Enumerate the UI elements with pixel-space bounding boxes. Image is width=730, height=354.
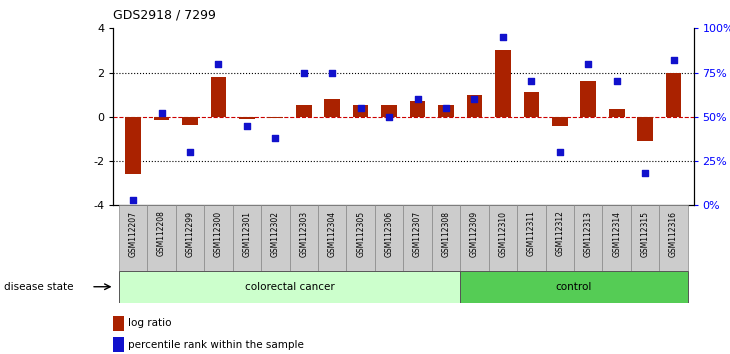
Text: GSM112308: GSM112308 xyxy=(442,211,450,257)
Point xyxy=(383,114,395,120)
Point xyxy=(440,105,452,111)
Bar xyxy=(659,205,688,271)
Bar xyxy=(204,205,233,271)
Text: GSM112307: GSM112307 xyxy=(413,211,422,257)
Text: GSM112315: GSM112315 xyxy=(641,211,650,257)
Bar xyxy=(296,105,312,117)
Text: GSM112301: GSM112301 xyxy=(242,211,251,257)
Point xyxy=(554,149,566,155)
Text: percentile rank within the sample: percentile rank within the sample xyxy=(128,339,304,350)
Bar xyxy=(290,205,318,271)
Bar xyxy=(318,205,347,271)
Text: GSM112305: GSM112305 xyxy=(356,211,365,257)
Bar xyxy=(552,117,568,126)
Text: GSM112300: GSM112300 xyxy=(214,211,223,257)
Bar xyxy=(375,205,403,271)
Text: GSM112302: GSM112302 xyxy=(271,211,280,257)
Bar xyxy=(466,95,483,117)
Point xyxy=(497,34,509,40)
Bar xyxy=(631,205,659,271)
Bar xyxy=(574,205,602,271)
Bar xyxy=(381,105,397,117)
Bar xyxy=(154,117,169,120)
Point xyxy=(668,57,680,63)
Point xyxy=(639,171,651,176)
Text: GSM112310: GSM112310 xyxy=(499,211,507,257)
Point xyxy=(269,135,281,141)
Text: GSM112299: GSM112299 xyxy=(185,211,194,257)
Bar xyxy=(119,205,147,271)
Point xyxy=(326,70,338,75)
Bar xyxy=(460,271,688,303)
Text: control: control xyxy=(556,282,592,292)
Text: colorectal cancer: colorectal cancer xyxy=(245,282,334,292)
Text: disease state: disease state xyxy=(4,282,73,292)
Text: GSM112303: GSM112303 xyxy=(299,211,308,257)
Bar xyxy=(438,105,454,117)
Bar xyxy=(488,205,517,271)
Text: GSM112208: GSM112208 xyxy=(157,211,166,256)
Bar xyxy=(233,205,261,271)
Bar xyxy=(460,205,488,271)
Bar xyxy=(353,105,369,117)
Point xyxy=(412,96,423,102)
Bar xyxy=(404,205,431,271)
Text: GSM112316: GSM112316 xyxy=(669,211,678,257)
Text: log ratio: log ratio xyxy=(128,318,172,329)
Point xyxy=(298,70,310,75)
Point xyxy=(469,96,480,102)
Text: GSM112306: GSM112306 xyxy=(385,211,393,257)
Bar xyxy=(580,81,596,117)
Text: GDS2918 / 7299: GDS2918 / 7299 xyxy=(113,9,216,22)
Bar xyxy=(495,51,511,117)
Bar xyxy=(113,337,124,352)
Bar xyxy=(147,205,176,271)
Bar xyxy=(119,271,460,303)
Text: GSM112304: GSM112304 xyxy=(328,211,337,257)
Bar xyxy=(523,92,539,117)
Bar xyxy=(239,117,255,119)
Bar xyxy=(267,117,283,118)
Point xyxy=(526,79,537,84)
Text: GSM112311: GSM112311 xyxy=(527,211,536,256)
Bar xyxy=(210,77,226,117)
Bar xyxy=(324,99,340,117)
Point xyxy=(184,149,196,155)
Text: GSM112207: GSM112207 xyxy=(128,211,137,257)
Point xyxy=(127,197,139,203)
Point xyxy=(241,123,253,129)
Bar xyxy=(517,205,545,271)
Bar xyxy=(410,101,426,117)
Point xyxy=(583,61,594,67)
Text: GSM112309: GSM112309 xyxy=(470,211,479,257)
Bar xyxy=(609,109,624,117)
Bar xyxy=(431,205,460,271)
Bar xyxy=(261,205,290,271)
Bar xyxy=(182,117,198,125)
Point xyxy=(355,105,366,111)
Bar xyxy=(113,316,124,331)
Text: GSM112312: GSM112312 xyxy=(556,211,564,256)
Bar xyxy=(176,205,204,271)
Text: GSM112314: GSM112314 xyxy=(612,211,621,257)
Text: GSM112313: GSM112313 xyxy=(584,211,593,257)
Point xyxy=(611,79,623,84)
Point xyxy=(212,61,224,67)
Bar xyxy=(126,117,141,175)
Bar xyxy=(545,205,574,271)
Bar xyxy=(637,117,653,141)
Bar xyxy=(602,205,631,271)
Bar xyxy=(347,205,375,271)
Bar xyxy=(666,73,681,117)
Point xyxy=(155,110,167,116)
